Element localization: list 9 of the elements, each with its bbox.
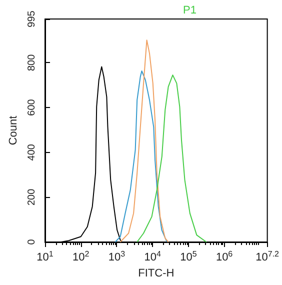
y-tick-label: 600 [26,98,38,116]
y-tick-label: 400 [26,144,38,161]
y-tick-label: 200 [26,188,38,206]
chart-title: P1 [183,4,196,16]
y-axis-title: Count [8,116,20,146]
y-tick-label: 0 [26,238,38,245]
y-tick-label: 995 [26,10,38,28]
x-axis-title: FITC-H [138,267,174,280]
y-tick-label: 800 [26,54,38,72]
